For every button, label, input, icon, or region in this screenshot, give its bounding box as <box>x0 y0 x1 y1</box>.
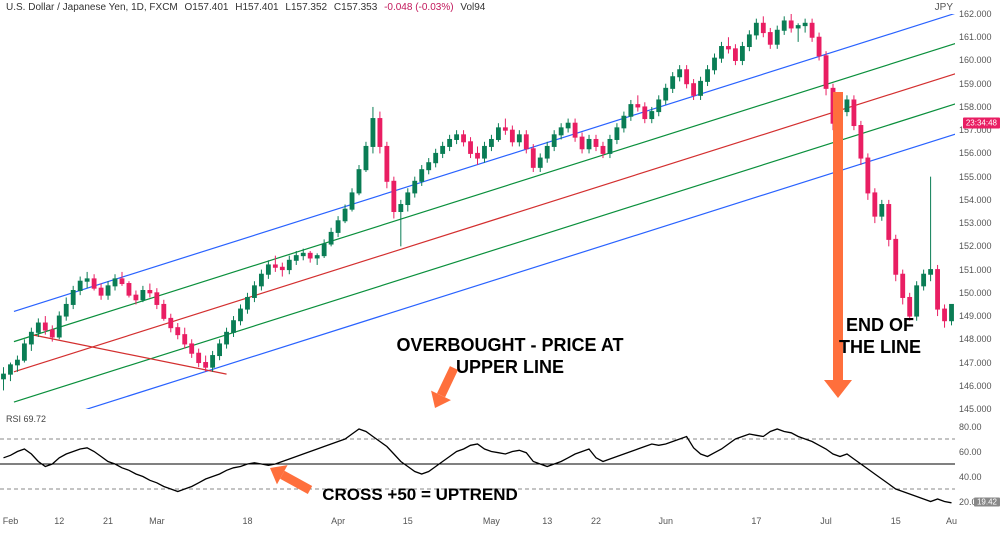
ohlc-low: L157.352 <box>285 2 327 13</box>
chart-header: U.S. Dollar / Japanese Yen, 1D, FXCM O15… <box>6 2 489 13</box>
ohlc-close: C157.353 <box>334 2 377 13</box>
change: -0.048 (-0.03%) <box>384 2 453 13</box>
ohlc-open: O157.401 <box>185 2 229 13</box>
time-x-axis: Feb1221Mar18Apr15May1322Jun17Jul15Au <box>0 514 955 534</box>
annotation-text: END OFTHE LINE <box>730 315 1001 358</box>
annotation-text: CROSS +50 = UPTREND <box>270 485 570 505</box>
annotation-text: OVERBOUGHT - PRICE ATUPPER LINE <box>360 335 660 378</box>
ohlc-high: H157.401 <box>235 2 278 13</box>
symbol-title: U.S. Dollar / Japanese Yen, 1D, FXCM <box>6 2 178 13</box>
volume: Vol94 <box>460 2 485 13</box>
rsi-y-axis: 20.0040.0060.0080.0019.42 <box>955 414 1001 514</box>
currency-label: JPY <box>935 2 953 13</box>
